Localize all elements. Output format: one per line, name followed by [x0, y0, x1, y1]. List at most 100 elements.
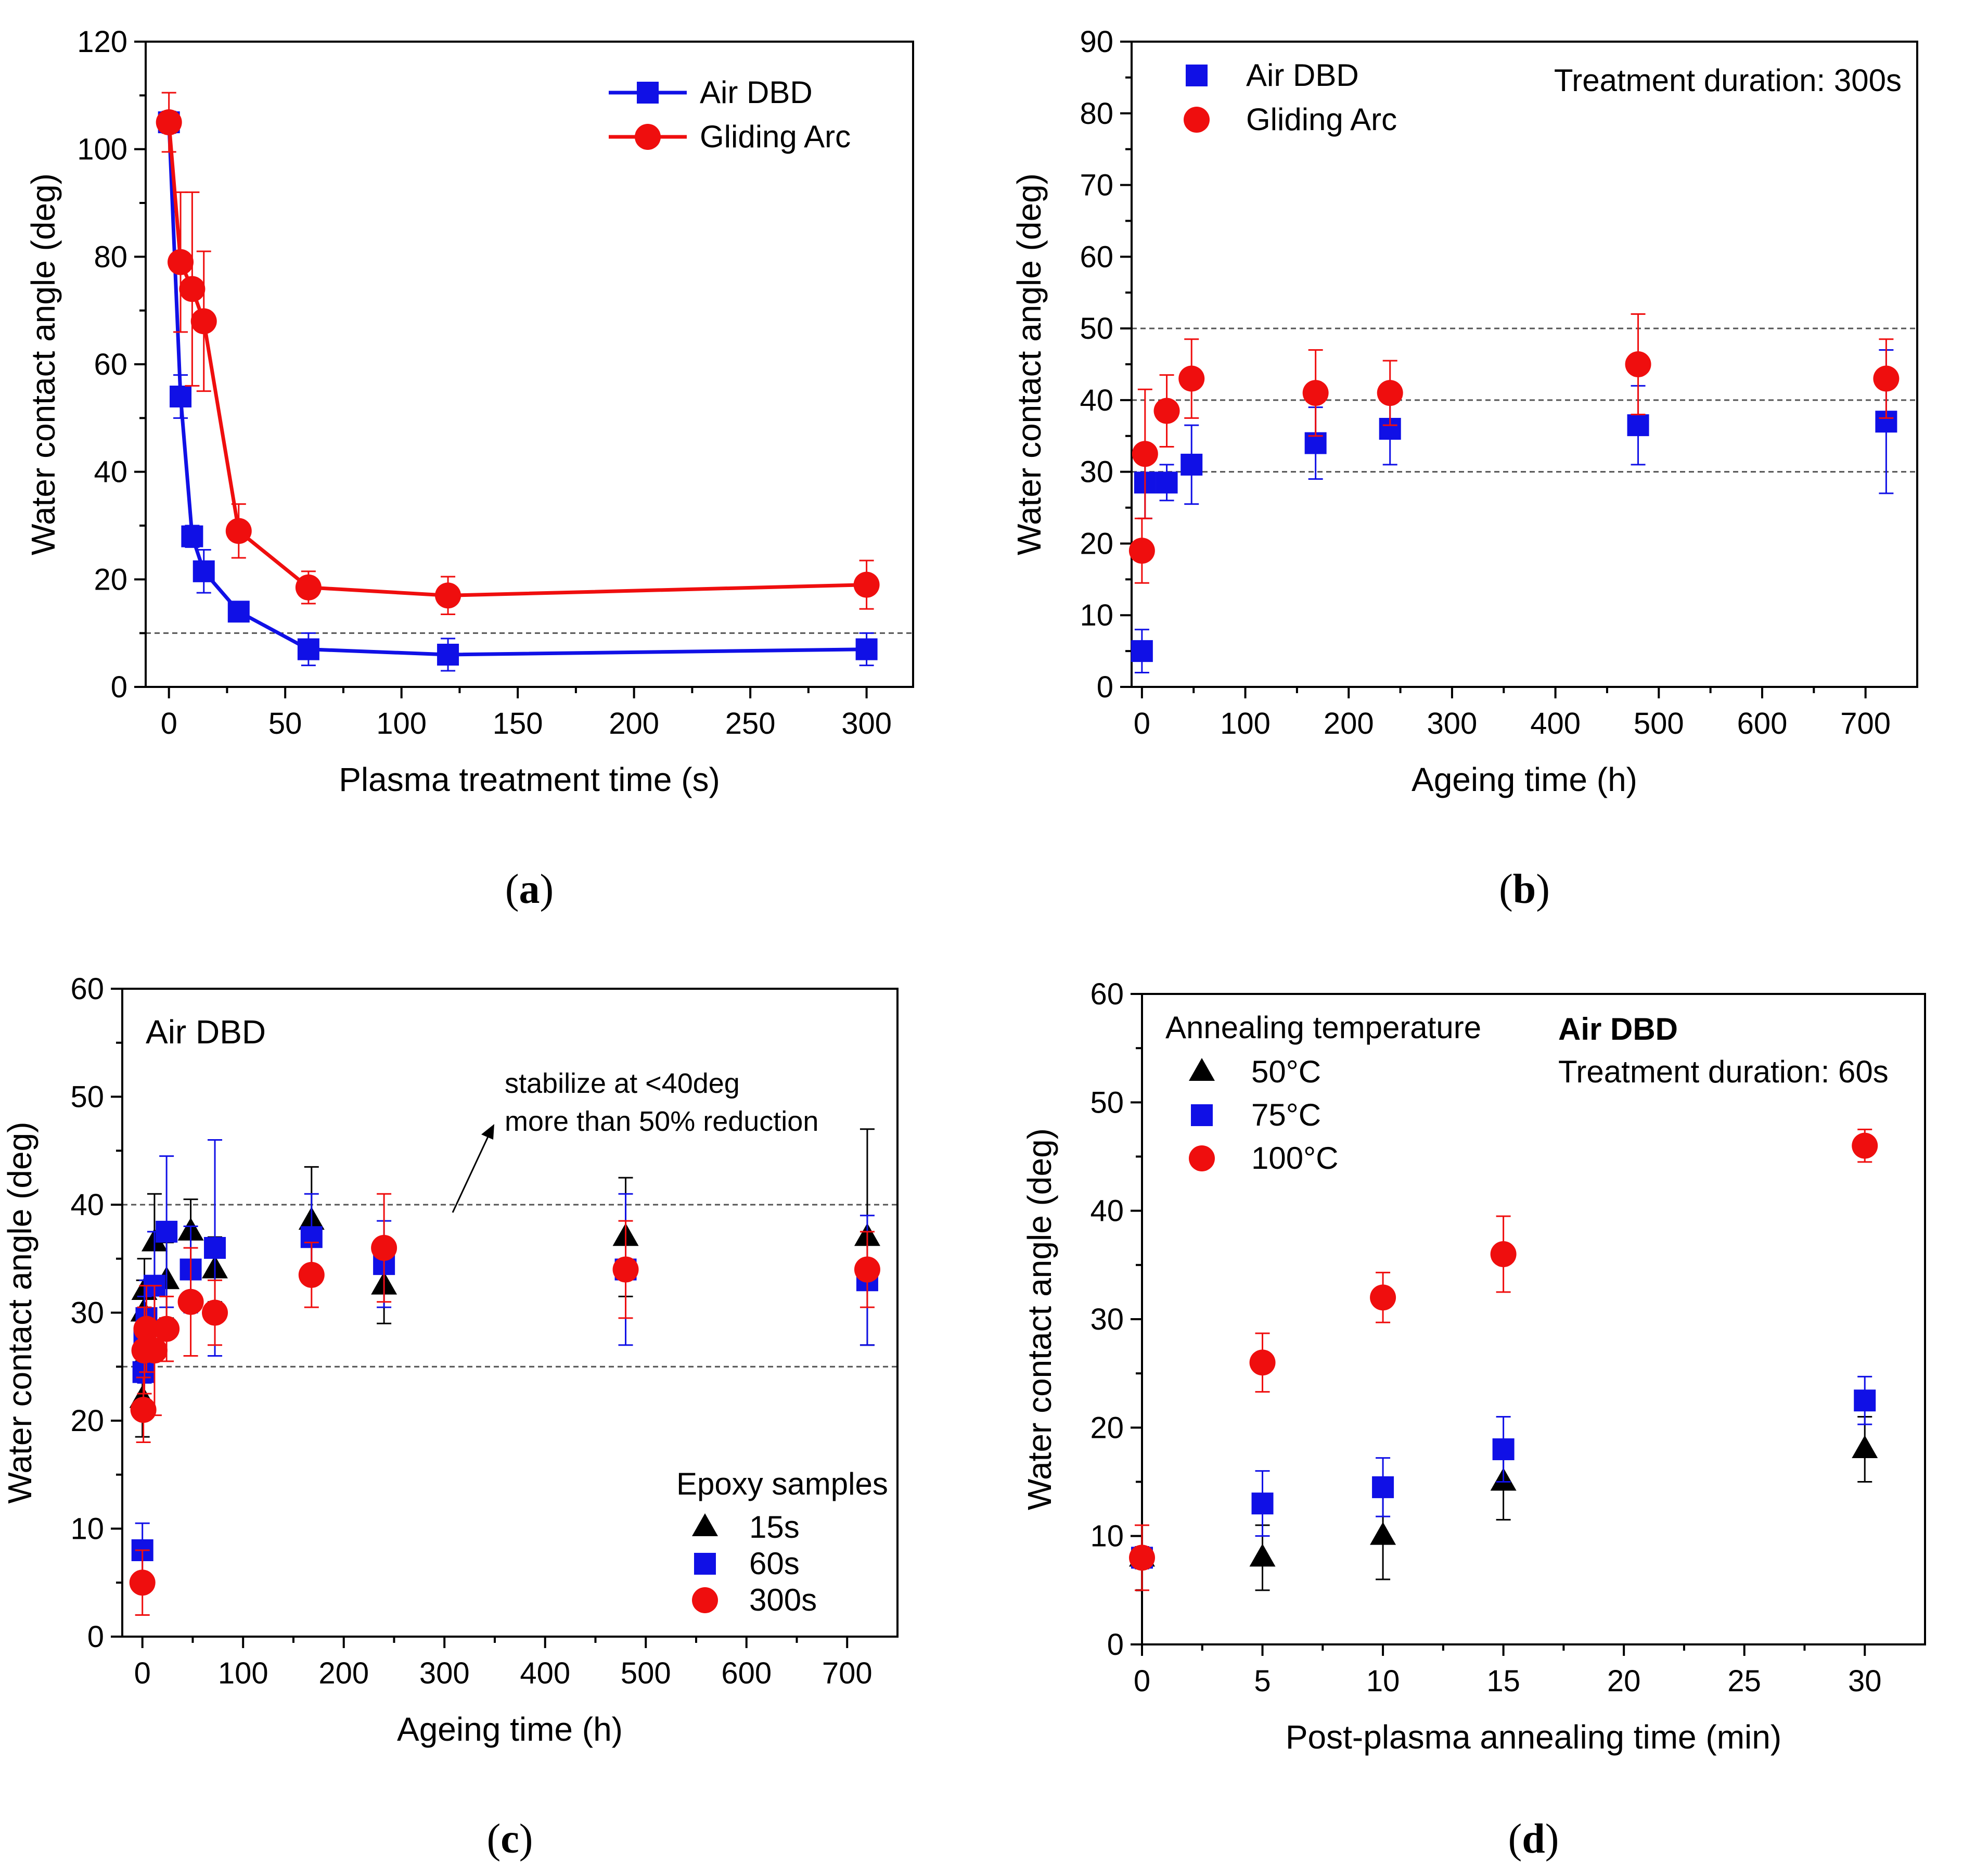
- y-tick-label: 0: [87, 1620, 104, 1654]
- data-point: [153, 1316, 180, 1342]
- caption-close: ): [519, 1816, 533, 1862]
- y-tick-label: 120: [77, 25, 127, 59]
- legend-label: 60s: [749, 1546, 800, 1581]
- data-point: [156, 1220, 178, 1243]
- series-100-c: [1129, 1128, 1878, 1591]
- annotation: stabilize at <40deg: [505, 1068, 740, 1099]
- legend-marker: [692, 1513, 718, 1536]
- x-tick-label: 200: [1324, 707, 1374, 741]
- y-tick-label: 40: [94, 455, 127, 489]
- legend-label: Gliding Arc: [1246, 102, 1397, 137]
- y-tick-label: 20: [70, 1404, 104, 1438]
- x-tick-label: 300: [1427, 707, 1478, 741]
- x-tick-label: 600: [1737, 707, 1788, 741]
- data-point: [177, 1288, 204, 1315]
- y-tick-label: 50: [1080, 312, 1113, 346]
- y-axis-label: Water contact angle (deg): [1021, 1128, 1058, 1510]
- series-300s: [129, 1193, 880, 1616]
- y-tick-label: 80: [1080, 97, 1113, 131]
- data-point: [1129, 1545, 1155, 1571]
- data-point: [298, 1261, 325, 1288]
- legend-marker: [637, 82, 659, 104]
- y-tick-label: 0: [1097, 670, 1113, 704]
- data-point: [1249, 1543, 1276, 1567]
- data-point: [193, 560, 215, 582]
- data-point: [225, 518, 252, 544]
- y-axis-label: Water contact angle (deg): [24, 173, 62, 555]
- data-point: [1251, 1492, 1274, 1515]
- panel-caption: (b): [1499, 866, 1550, 912]
- data-point: [295, 574, 322, 601]
- y-tick-label: 30: [1080, 455, 1113, 489]
- y-tick-label: 10: [1090, 1520, 1124, 1553]
- data-point: [1492, 1438, 1515, 1460]
- data-point: [1377, 380, 1403, 406]
- x-axis-label: Ageing time (h): [397, 1711, 623, 1748]
- x-axis-label: Plasma treatment time (s): [339, 761, 720, 798]
- data-point: [1490, 1241, 1517, 1267]
- y-tick-label: 60: [94, 348, 127, 381]
- legend: Annealing temperature 50°C 75°C 100°C: [1165, 1010, 1481, 1176]
- chart-panel-d: 0 5 10 15 20 25 30 0 10 20 30 40 50 60 Post-plasma ann…: [1021, 977, 1926, 1862]
- x-tick-label: 300: [841, 707, 892, 741]
- series-75-c: [1131, 1375, 1876, 1569]
- data-point: [168, 249, 194, 275]
- series-air-dbd: [1131, 349, 1897, 673]
- x-tick-label: 20: [1607, 1664, 1641, 1698]
- x-tick-label: 0: [1134, 1664, 1150, 1698]
- y-tick-label: 20: [94, 563, 127, 596]
- series-air-dbd: [158, 110, 878, 672]
- data-point: [202, 1299, 228, 1326]
- y-tick-label: 30: [1090, 1303, 1124, 1336]
- series-gliding-arc: [156, 92, 880, 615]
- panel-caption: (d): [1508, 1816, 1559, 1862]
- legend-label: Gliding Arc: [700, 119, 851, 154]
- legend: Air DBD Gliding Arc: [1184, 58, 1397, 137]
- x-tick-label: 700: [1840, 707, 1891, 741]
- chart-panel-c: 0 100 200 300 400 500 600 700 0 10 20 30 40 50 60 Agein…: [1, 972, 899, 1862]
- data-point: [204, 1237, 226, 1259]
- plot-frame: [1141, 993, 1926, 1645]
- caption-close: ): [1545, 1816, 1559, 1862]
- data-point: [129, 1569, 156, 1596]
- x-tick-label: 100: [218, 1656, 268, 1690]
- data-point: [1627, 414, 1649, 437]
- annotation-arrow: [452, 1134, 490, 1213]
- y-tick-label: 20: [1090, 1411, 1124, 1445]
- data-point: [854, 1256, 880, 1283]
- y-axis-label: Water contact angle (deg): [1, 1122, 39, 1504]
- x-tick-label: 500: [621, 1656, 671, 1690]
- data-point: [156, 109, 182, 135]
- data-point: [1372, 1476, 1394, 1498]
- data-point: [853, 571, 880, 598]
- x-tick-label: 600: [721, 1656, 772, 1690]
- data-point: [1132, 441, 1158, 467]
- legend-label: 15s: [749, 1510, 800, 1545]
- legend-title: Annealing temperature: [1165, 1010, 1481, 1045]
- series-line: [167, 122, 867, 657]
- caption-letter: d: [1522, 1816, 1545, 1862]
- legend-marker: [635, 124, 661, 150]
- data-point: [181, 525, 203, 547]
- annotation: more than 50% reduction: [505, 1106, 818, 1137]
- data-point: [855, 638, 878, 660]
- x-tick-label: 100: [1220, 707, 1271, 741]
- x-tick-label: 300: [419, 1656, 470, 1690]
- chart-panel-b: 0 100 200 300 400 500 600 700 0 10 20 30 40 50 60 70 80 9…: [1010, 25, 1918, 912]
- legend-label: 75°C: [1251, 1097, 1321, 1132]
- data-point: [130, 1397, 157, 1423]
- series-line: [167, 122, 867, 597]
- data-point: [1873, 365, 1900, 392]
- legend-label: 300s: [749, 1583, 817, 1617]
- data-point: [612, 1256, 639, 1283]
- y-axis-label: Water contact angle (deg): [1010, 173, 1048, 555]
- caption-open: (: [1508, 1816, 1522, 1862]
- y-tick-label: 70: [1080, 169, 1113, 202]
- data-point: [1852, 1435, 1878, 1458]
- caption-open: (: [487, 1816, 501, 1862]
- y-tick-label: 50: [70, 1080, 104, 1114]
- legend-title: Epoxy samples: [676, 1466, 888, 1501]
- data-point: [1370, 1284, 1396, 1311]
- x-axis-label: Ageing time (h): [1412, 761, 1637, 798]
